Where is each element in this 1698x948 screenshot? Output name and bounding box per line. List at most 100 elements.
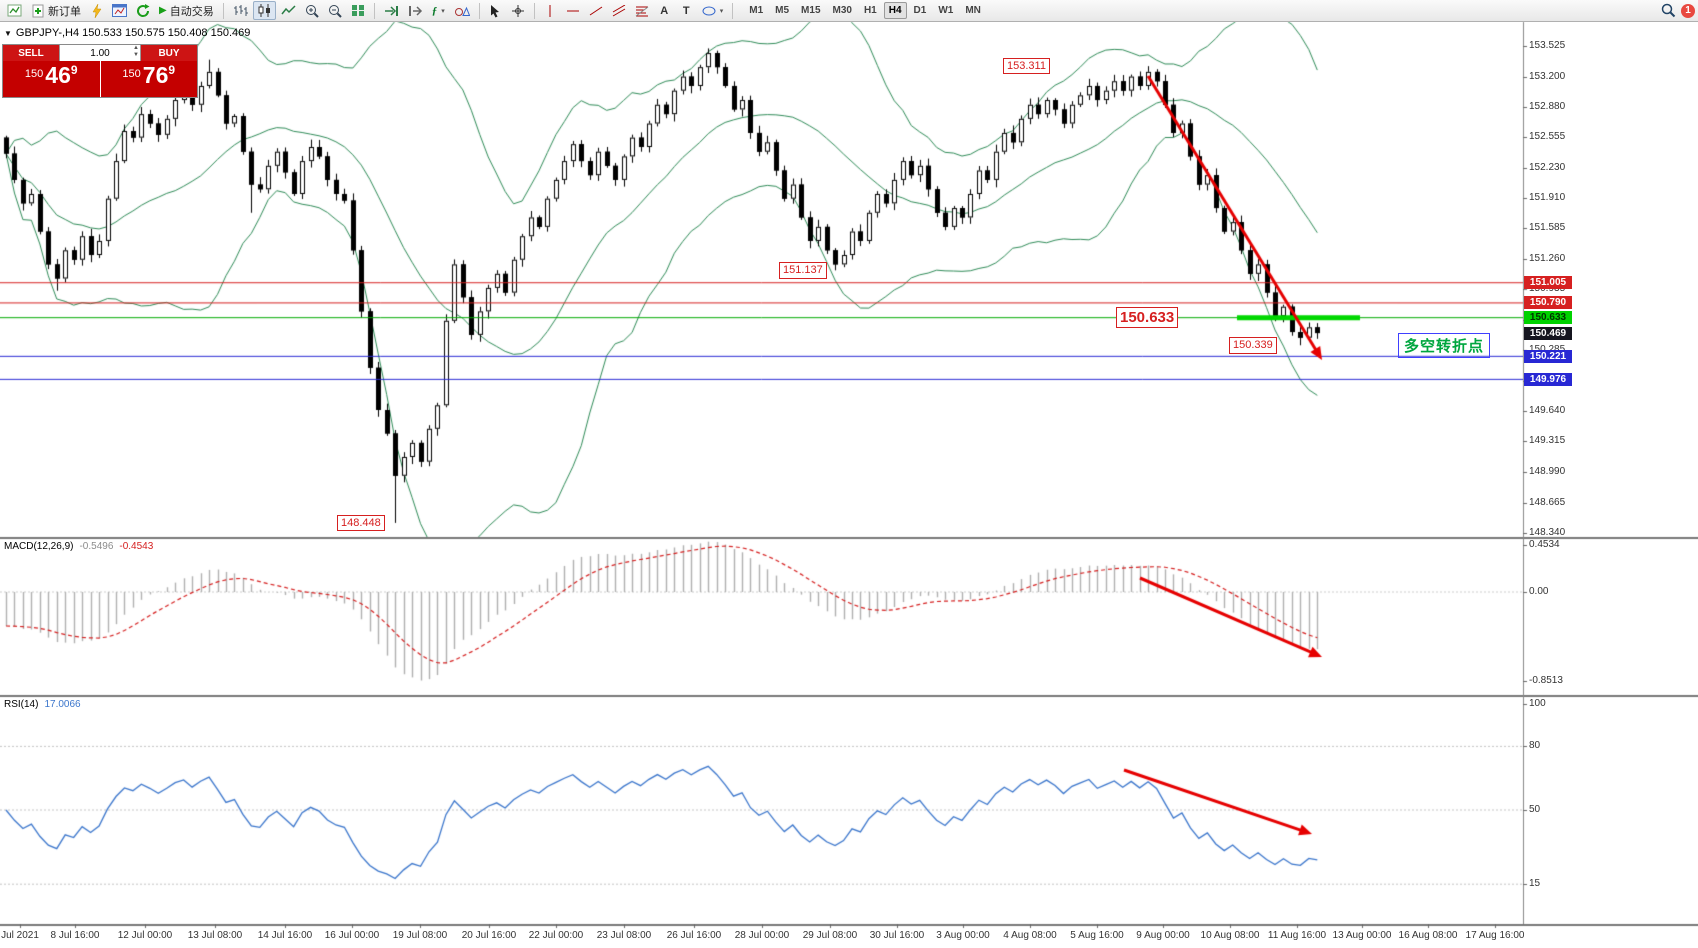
timeframe-w1[interactable]: W1 [938,5,954,16]
bar-chart-mode-button[interactable] [229,1,252,20]
zoom-out-button[interactable] [324,1,346,20]
timeframe-d1[interactable]: D1 [913,5,927,16]
channel-icon [612,4,625,16]
price-annotation-153.311[interactable]: 153.311 [1003,58,1050,75]
text-icon: A [660,4,669,17]
main-toolbar: 新订单 ▶ 自动交易 ƒ ▾ [0,0,1698,22]
volume-up-icon[interactable]: ▲ [133,45,139,51]
time-axis-label: 26 Jul 16:00 [666,930,722,941]
fibonacci-tool-button[interactable] [631,1,653,20]
toolbar-separator [732,2,734,19]
timeframe-h4[interactable]: H4 [883,2,907,19]
text-tool-button[interactable]: A [654,1,675,20]
one-click-trading-button[interactable] [86,1,107,20]
price-axis-tick: 152.230 [1529,161,1566,173]
timeframe-h1[interactable]: H1 [863,5,877,16]
timeframe-mn[interactable]: MN [965,5,981,16]
time-axis-label: 23 Jul 08:00 [596,930,652,941]
macd-axis-label: -0.8513 [1529,674,1563,686]
bar-chart-mode-icon [233,5,248,16]
time-axis-label: 22 Jul 00:00 [528,930,584,941]
chart-shift-button[interactable] [404,1,427,20]
rsi-axis-label: 50 [1529,804,1541,815]
one-click-collapse-icon[interactable]: ▼ [4,28,12,38]
refresh-button[interactable] [132,1,154,20]
algo-trading-button[interactable]: ▶ 自动交易 [155,1,218,20]
price-axis-tick: 149.640 [1529,404,1566,416]
time-axis-label: 13 Jul 08:00 [187,930,243,941]
search-icon [1661,3,1676,18]
tile-windows-button[interactable] [347,1,369,20]
macd-value: -0.5496 [79,541,114,552]
time-axis-label: 8 Jul 16:00 [50,930,100,941]
depth-of-market-button[interactable] [108,1,131,20]
rsi-name: RSI(14) [4,699,39,710]
volume-down-icon[interactable]: ▼ [133,52,139,58]
price-axis-tick: 148.340 [1529,527,1566,539]
objects-button[interactable] [450,1,474,20]
time-axis-label: 17 Aug 16:00 [1465,930,1525,941]
ask-pipette: 9 [168,63,176,77]
algo-trading-label: 自动交易 [169,5,214,18]
toolbar-separator [533,2,535,19]
toolbar-separator [222,2,224,19]
timeframe-m1[interactable]: M1 [749,5,764,16]
notification-badge[interactable]: 1 [1681,3,1695,18]
buy-button[interactable]: BUY [141,45,197,61]
cursor-tool-button[interactable] [485,1,506,20]
ask-decimals: 76 [142,62,169,88]
new-chart-button[interactable] [3,1,27,20]
sell-button[interactable]: SELL [3,45,59,61]
chart-title: GBPJPY-,H4 150.533 150.575 150.408 150.4… [15,27,251,39]
price-axis-tick: 148.990 [1529,465,1566,477]
objects-icon [454,6,470,16]
new-order-icon [32,4,44,17]
time-axis-label: 29 Jul 08:00 [802,930,858,941]
sell-price-button[interactable]: 150 46 9 [3,61,101,97]
search-button[interactable] [1657,1,1680,20]
price-axis-tick: 151.585 [1529,222,1566,234]
auto-scroll-button[interactable] [380,1,403,20]
price-tag-149.976: 149.976 [1524,372,1572,386]
trendline-tool-button[interactable] [585,1,607,20]
price-annotation-148.448[interactable]: 148.448 [337,514,385,532]
candlestick-mode-button[interactable] [252,1,276,20]
horizontal-line-tool-button[interactable] [562,1,584,20]
crosshair-tool-button[interactable] [507,1,529,20]
tile-windows-icon [351,5,364,16]
timeframe-m30[interactable]: M30 [832,5,852,16]
algo-play-icon: ▶ [159,5,167,16]
line-chart-mode-button[interactable] [277,1,300,20]
label-tool-button[interactable]: T [676,1,697,20]
shapes-tool-button[interactable]: ▾ [698,1,728,20]
buy-price-button[interactable]: 150 76 9 [100,61,197,97]
trendline-icon [589,6,602,15]
indicators-button[interactable]: ƒ ▾ [428,1,449,20]
indicators-icon: ƒ [431,4,438,17]
chart-shift-icon [408,5,422,16]
channel-tool-button[interactable] [608,1,630,20]
price-annotation-151.137[interactable]: 151.137 [779,262,827,279]
timeframe-group: M1 M5 M15 M30 H1 H4 D1 W1 MN [744,2,986,19]
macd-name: MACD(12,26,9) [4,541,74,552]
label-icon: T [682,4,690,17]
volume-field[interactable]: 1.00 ▲ ▼ [59,45,141,61]
price-tag-150.469: 150.469 [1524,326,1572,340]
timeframe-m15[interactable]: M15 [801,5,821,16]
vertical-line-tool-button[interactable] [540,1,561,20]
zoom-in-button[interactable] [301,1,323,20]
price-axis-tick: 148.665 [1529,496,1566,508]
turning-point-note[interactable]: 多空转折点 [1398,333,1491,358]
price-annotation-150.633[interactable]: 150.633 [1116,306,1179,329]
rsi-axis-label: 15 [1529,878,1541,890]
price-axis-tick: 151.910 [1529,191,1566,203]
price-annotation-150.339[interactable]: 150.339 [1229,337,1277,354]
timeframe-m5[interactable]: M5 [775,5,790,16]
zoom-out-icon [328,4,342,18]
new-order-button[interactable]: 新订单 [28,1,85,20]
rsi-value: 17.0066 [44,699,81,710]
rsi-indicator-label: RSI(14) 17.0066 [4,699,81,710]
time-axis-label: 11 Aug 16:00 [1267,930,1327,941]
market-window-icon [112,4,127,17]
